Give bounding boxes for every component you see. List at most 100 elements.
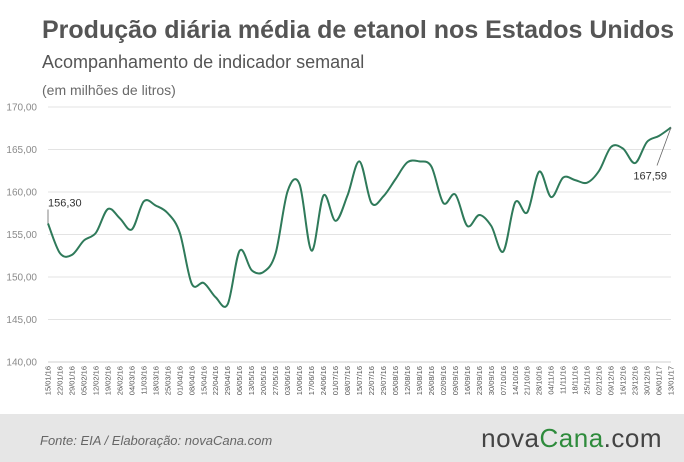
x-tick-label: 02/12/16 — [595, 366, 604, 395]
x-tick-label: 01/07/16 — [331, 366, 340, 395]
x-tick-label: 11/03/16 — [139, 366, 148, 395]
x-tick-label: 19/02/16 — [103, 366, 112, 395]
x-tick-label: 13/05/16 — [247, 366, 256, 395]
data-point — [598, 170, 600, 172]
x-tick-label: 11/11/16 — [559, 366, 568, 394]
x-tick-label: 20/05/16 — [259, 366, 268, 395]
x-tick-label: 17/06/16 — [307, 366, 316, 395]
data-point — [574, 179, 576, 181]
x-tick-label: 15/04/16 — [199, 366, 208, 395]
data-point — [406, 161, 408, 163]
data-point — [538, 170, 540, 172]
x-tick-label: 18/11/16 — [571, 366, 580, 395]
x-tick-label: 08/07/16 — [343, 366, 352, 395]
x-tick-label: 25/03/16 — [163, 366, 172, 395]
chart-subtitle: Acompanhamento de indicador semanal — [42, 52, 365, 72]
data-point — [167, 212, 169, 214]
x-tick-label: 12/02/16 — [91, 366, 100, 395]
footer-bar — [0, 414, 684, 462]
x-tick-label: 18/03/16 — [151, 366, 160, 395]
x-tick-label: 05/02/16 — [79, 366, 88, 395]
x-tick-label: 23/12/16 — [631, 366, 640, 395]
x-tick-label: 26/08/16 — [427, 366, 436, 395]
data-point — [346, 194, 348, 196]
data-point — [131, 228, 133, 230]
x-tick-label: 04/11/16 — [547, 366, 556, 395]
data-point — [107, 208, 109, 210]
x-tick-label: 09/12/16 — [607, 366, 616, 395]
chart-title: Produção diária média de etanol nos Esta… — [42, 16, 675, 44]
data-point — [310, 249, 312, 251]
x-tick-label: 08/04/16 — [187, 366, 196, 395]
data-point — [334, 220, 336, 222]
x-tick-label: 15/01/16 — [44, 366, 53, 395]
x-tick-label: 22/07/16 — [367, 366, 376, 395]
x-tick-label: 29/07/16 — [379, 366, 388, 395]
x-tick-label: 30/09/16 — [487, 366, 496, 395]
data-point — [274, 252, 276, 254]
data-point — [550, 196, 552, 198]
data-point — [119, 217, 121, 219]
y-tick-label: 140,00 — [6, 358, 37, 369]
x-tick-label: 29/04/16 — [223, 366, 232, 395]
x-tick-label: 09/09/16 — [451, 366, 460, 395]
data-point — [262, 271, 264, 273]
data-point — [179, 232, 181, 234]
data-point — [286, 190, 288, 192]
data-point — [394, 178, 396, 180]
data-point — [191, 283, 193, 285]
x-tick-label: 28/10/16 — [535, 366, 544, 395]
data-point — [478, 214, 480, 216]
data-point — [250, 269, 252, 271]
x-tick-label: 14/10/16 — [511, 366, 520, 395]
x-tick-label: 30/12/16 — [643, 366, 652, 395]
x-tick-label: 06/01/17 — [655, 366, 664, 395]
x-tick-label: 05/08/16 — [391, 366, 400, 395]
y-tick-label: 150,00 — [6, 273, 37, 284]
y-tick-label: 170,00 — [6, 103, 37, 114]
x-tick-label: 06/05/16 — [235, 366, 244, 395]
data-point — [203, 282, 205, 284]
data-point — [382, 195, 384, 197]
annotation-leader-end — [656, 127, 672, 166]
series-line — [47, 126, 672, 308]
x-tick-label: 26/02/16 — [115, 366, 124, 395]
x-tick-label: 29/01/16 — [67, 366, 76, 395]
x-tick-label: 07/10/16 — [499, 366, 508, 395]
data-point — [658, 135, 660, 137]
data-point — [634, 162, 636, 164]
x-tick-label: 19/08/16 — [415, 366, 424, 395]
source-note: Fonte: EIA / Elaboração: novaCana.com — [40, 433, 273, 448]
data-point — [59, 252, 61, 254]
data-point — [646, 141, 648, 143]
x-tick-label: 25/11/16 — [583, 366, 592, 395]
data-point — [454, 193, 456, 195]
annotation-label-end: 167,59 — [633, 170, 667, 182]
x-tick-label: 13/01/17 — [667, 366, 676, 395]
data-point — [238, 249, 240, 251]
data-point — [215, 296, 217, 298]
data-point — [514, 201, 516, 203]
x-tick-label: 10/06/16 — [295, 366, 304, 395]
data-point — [622, 147, 624, 149]
y-tick-label: 160,00 — [6, 188, 37, 199]
data-point — [227, 303, 229, 305]
data-point — [610, 146, 612, 148]
data-point — [430, 165, 432, 167]
data-point — [526, 211, 528, 213]
y-tick-label: 155,00 — [6, 230, 37, 241]
data-point — [322, 194, 324, 196]
annotation-label-start: 156,30 — [48, 197, 82, 209]
data-point — [370, 202, 372, 204]
x-tick-label: 04/03/16 — [127, 366, 136, 395]
data-point — [490, 225, 492, 227]
x-tick-label: 23/09/16 — [475, 366, 484, 395]
brand-suffix: .com — [603, 423, 662, 453]
x-tick-label: 16/12/16 — [619, 366, 628, 395]
y-tick-label: 165,00 — [6, 145, 37, 156]
y-tick-label: 145,00 — [6, 315, 37, 326]
data-point — [298, 183, 300, 185]
x-tick-label: 22/01/16 — [55, 366, 64, 395]
unit-note: (em milhões de litros) — [42, 82, 176, 98]
